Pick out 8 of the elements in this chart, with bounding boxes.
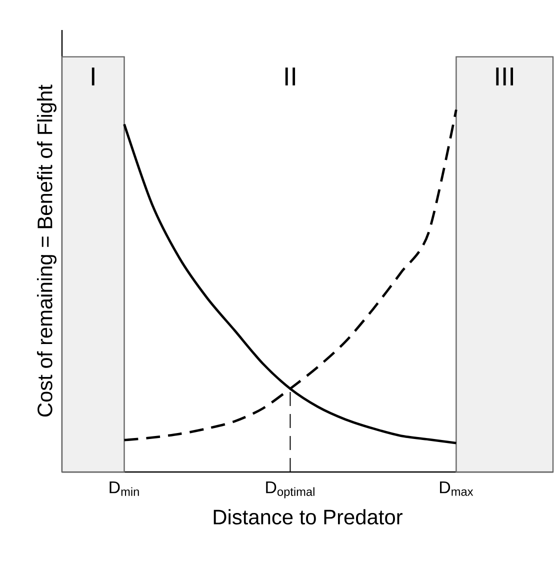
x-tick-label: D$_{min}$ [110, 482, 139, 496]
x-axis-title: Distance to Predator [214, 509, 402, 524]
text: III [496, 68, 514, 86]
x-tick-label: D$_{optimal}$ [266, 482, 314, 498]
text: I [92, 68, 94, 86]
x-tick-label: D$_{max}$ [440, 482, 474, 496]
y-axis-title: Cost of remaining = Benefit of Flight [36, 84, 56, 417]
text: II [285, 68, 296, 86]
